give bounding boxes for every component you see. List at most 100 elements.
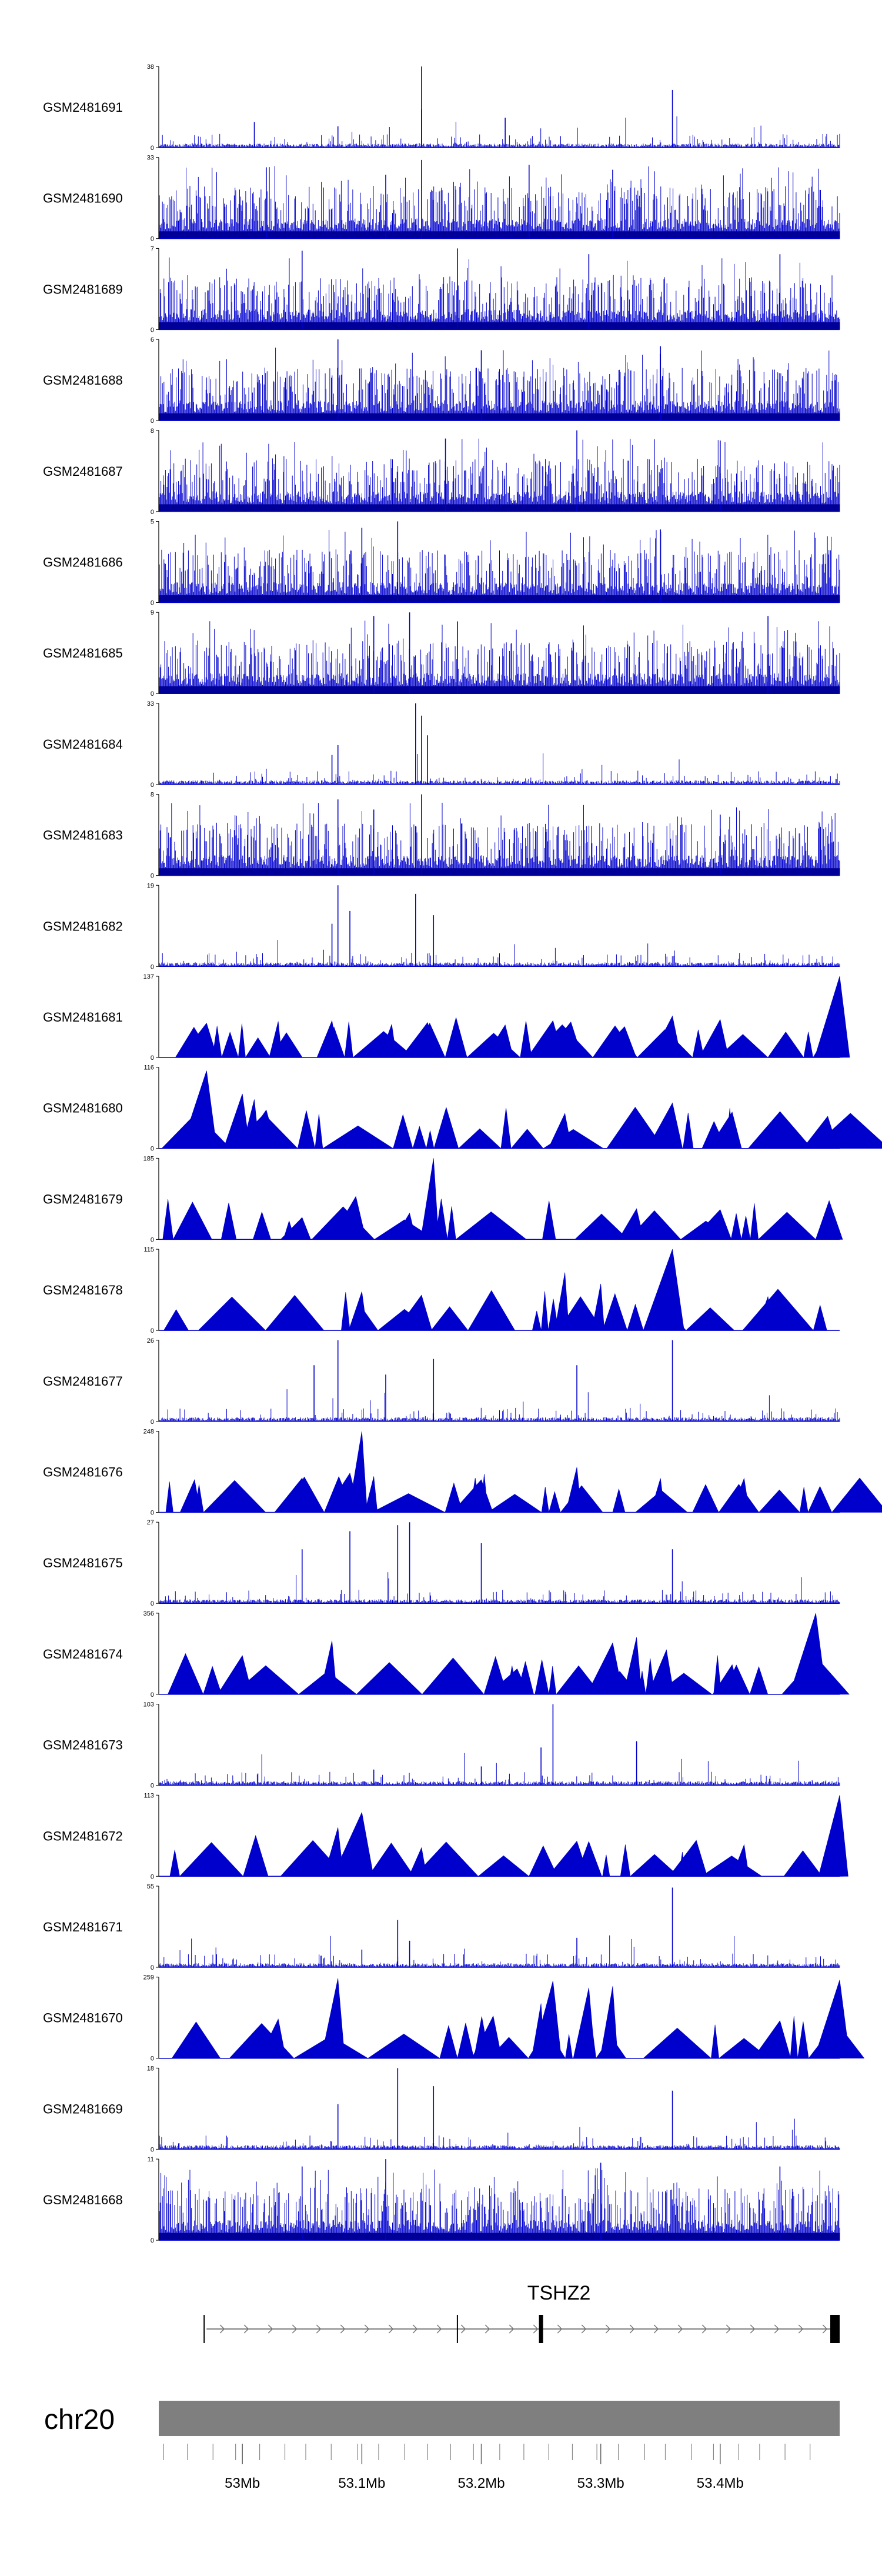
strand-arrow: [316, 2324, 322, 2334]
gene-track: TSHZ2: [203, 2282, 840, 2343]
y-tick-zero: 0: [151, 509, 154, 516]
track-GSM2481669: GSM2481669 18 0: [43, 2065, 840, 2153]
peak-mark: [471, 2015, 502, 2058]
track-GSM2481668: GSM2481668 11 0: [43, 2156, 840, 2244]
strand-arrow: [364, 2324, 370, 2334]
peak-mark: [181, 1070, 218, 1149]
peak-mark: [818, 1795, 848, 1877]
y-tick-max: 26: [147, 1337, 154, 1344]
track-label: GSM2481682: [43, 919, 123, 933]
coverage-tracks: GSM2481691380GSM2481690330GSM248168970GS…: [43, 64, 882, 2244]
track-label: GSM2481675: [43, 1556, 123, 1570]
peak-mark: [400, 1022, 439, 1058]
coverage-bars: [159, 1935, 840, 1967]
track-GSM2481679: GSM2481679 185 0: [43, 1155, 843, 1243]
track-label: GSM2481685: [43, 646, 123, 660]
coverage-bars: [159, 802, 840, 876]
y-tick-zero: 0: [151, 145, 154, 152]
strand-arrow: [774, 2324, 780, 2334]
y-tick-max: 7: [151, 245, 154, 252]
coverage-floor: [159, 504, 840, 512]
peak-mark: [179, 1022, 218, 1058]
track-label: GSM2481671: [43, 1920, 123, 1934]
coverage-bars: [159, 116, 840, 148]
track-GSM2481683: GSM2481683 8 0: [43, 792, 840, 880]
y-tick-max: 11: [148, 2156, 154, 2163]
y-tick-zero: 0: [151, 600, 154, 607]
peak-mark: [647, 1102, 683, 1149]
coverage-area: [171, 2016, 865, 2059]
peak-mark: [691, 1209, 732, 1240]
x-tick-label: 53.3Mb: [577, 2475, 624, 2491]
strand-arrow: [798, 2324, 804, 2334]
peak-mark: [531, 2003, 545, 2058]
strand-arrow: [750, 2324, 756, 2334]
track-label: GSM2481678: [43, 1283, 123, 1297]
exon-mark: [456, 2315, 458, 2343]
track-GSM2481675: GSM2481675 27 0: [43, 1519, 840, 1607]
exon-mark: [830, 2315, 840, 2343]
y-tick-zero: 0: [151, 690, 154, 698]
peak-mark: [280, 1217, 311, 1240]
exon-mark: [203, 2315, 205, 2343]
chromosome-axis: chr20 53Mb 53.1Mb 53.2Mb 53.3Mb 53.4Mb: [44, 2401, 840, 2491]
peak-mark: [420, 1158, 439, 1240]
y-tick-zero: 0: [151, 1146, 154, 1153]
y-tick-zero: 0: [151, 2146, 154, 2153]
strand-arrow: [557, 2324, 563, 2334]
y-tick-zero: 0: [151, 236, 154, 243]
track-GSM2481671: GSM2481671 55 0: [43, 1883, 840, 1971]
coverage-floor: [159, 413, 840, 421]
peak-mark: [452, 1479, 493, 1513]
strand-arrow: [726, 2324, 731, 2334]
y-tick-zero: 0: [151, 963, 154, 970]
track-label: GSM2481687: [43, 464, 123, 479]
peak-mark: [643, 1249, 684, 1331]
y-tick-zero: 0: [151, 1055, 154, 1062]
track-label: GSM2481670: [43, 2011, 123, 2026]
peak-mark: [364, 1476, 378, 1513]
y-tick-zero: 0: [151, 1510, 154, 1517]
peak-mark: [217, 1655, 253, 1695]
track-label: GSM2481689: [43, 282, 123, 296]
peak-mark: [789, 1613, 827, 1695]
track-label: GSM2481677: [43, 1374, 123, 1389]
coverage-bars: [159, 753, 840, 785]
coverage-bars: [159, 2118, 840, 2150]
strand-arrow: [605, 2324, 611, 2334]
exon-mark: [539, 2315, 543, 2343]
coverage-area: [165, 1474, 882, 1513]
peak-mark: [547, 1840, 589, 1877]
y-tick-zero: 0: [151, 1236, 154, 1243]
peak-mark: [548, 1113, 572, 1149]
peak-mark: [573, 1987, 596, 2058]
track-GSM2481688: GSM2481688 6 0: [43, 336, 840, 425]
chromosome-label: chr20: [44, 2404, 115, 2435]
strand-arrow: [533, 2324, 539, 2334]
track-GSM2481676: GSM2481676 248 0: [43, 1429, 882, 1517]
peak-mark: [650, 1015, 681, 1058]
y-tick-max: 137: [143, 973, 154, 980]
y-tick-zero: 0: [151, 1783, 154, 1790]
y-tick-zero: 0: [151, 1873, 154, 1880]
strand-arrow: [485, 2324, 490, 2334]
coverage-floor: [159, 322, 840, 330]
strand-arrow: [822, 2324, 828, 2334]
strand-arrow: [292, 2324, 298, 2334]
track-GSM2481680: GSM2481680 116 0: [43, 1065, 882, 1153]
strand-arrow: [460, 2324, 466, 2334]
coverage-area: [162, 1199, 843, 1240]
track-label: GSM2481676: [43, 1465, 123, 1480]
y-tick-max: 115: [143, 1246, 154, 1253]
track-label: GSM2481691: [43, 100, 123, 115]
strand-arrow: [388, 2324, 394, 2334]
peak-mark: [348, 1292, 368, 1331]
y-tick-zero: 0: [151, 1419, 154, 1426]
peak-mark: [814, 976, 850, 1058]
coverage-floor: [159, 2233, 840, 2241]
y-tick-max: 8: [151, 792, 154, 799]
track-GSM2481689: GSM2481689 7 0: [43, 245, 840, 333]
track-GSM2481681: GSM2481681 137 0: [43, 973, 850, 1062]
y-tick-zero: 0: [151, 1691, 154, 1699]
gene-label: TSHZ2: [527, 2282, 591, 2304]
